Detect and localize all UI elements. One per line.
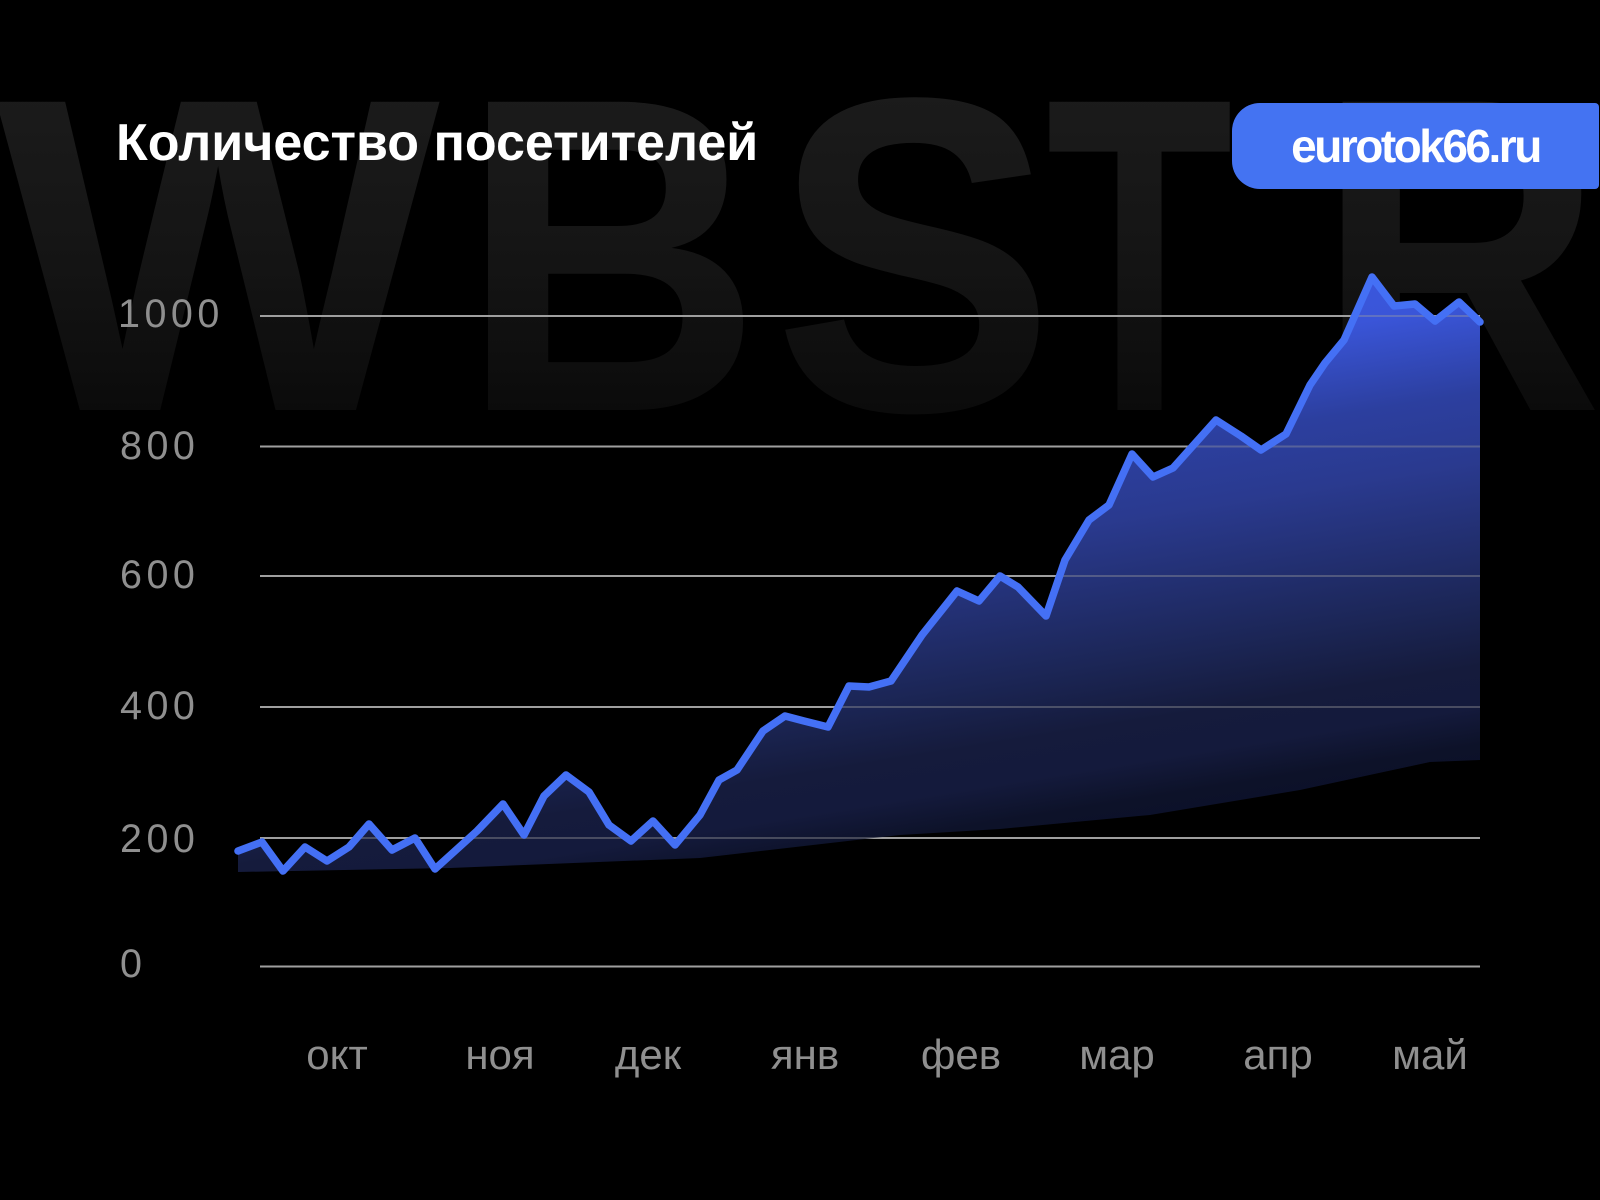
svg-text:200: 200 [120,817,199,861]
svg-text:S: S [773,4,1055,505]
svg-text:окт: окт [306,1031,367,1078]
svg-text:май: май [1392,1031,1468,1078]
svg-text:0: 0 [120,942,146,986]
svg-text:B: B [460,4,762,505]
svg-text:W: W [0,4,444,505]
svg-text:фев: фев [921,1031,1001,1078]
svg-text:мар: мар [1079,1031,1155,1078]
svg-text:400: 400 [120,684,199,728]
svg-text:янв: янв [771,1031,839,1078]
svg-text:1000: 1000 [118,292,224,336]
svg-text:ноя: ноя [465,1031,534,1078]
svg-text:дек: дек [615,1031,682,1078]
svg-text:апр: апр [1243,1031,1312,1078]
svg-text:800: 800 [120,424,199,468]
svg-text:600: 600 [120,553,199,597]
svg-text:T: T [1046,4,1233,505]
